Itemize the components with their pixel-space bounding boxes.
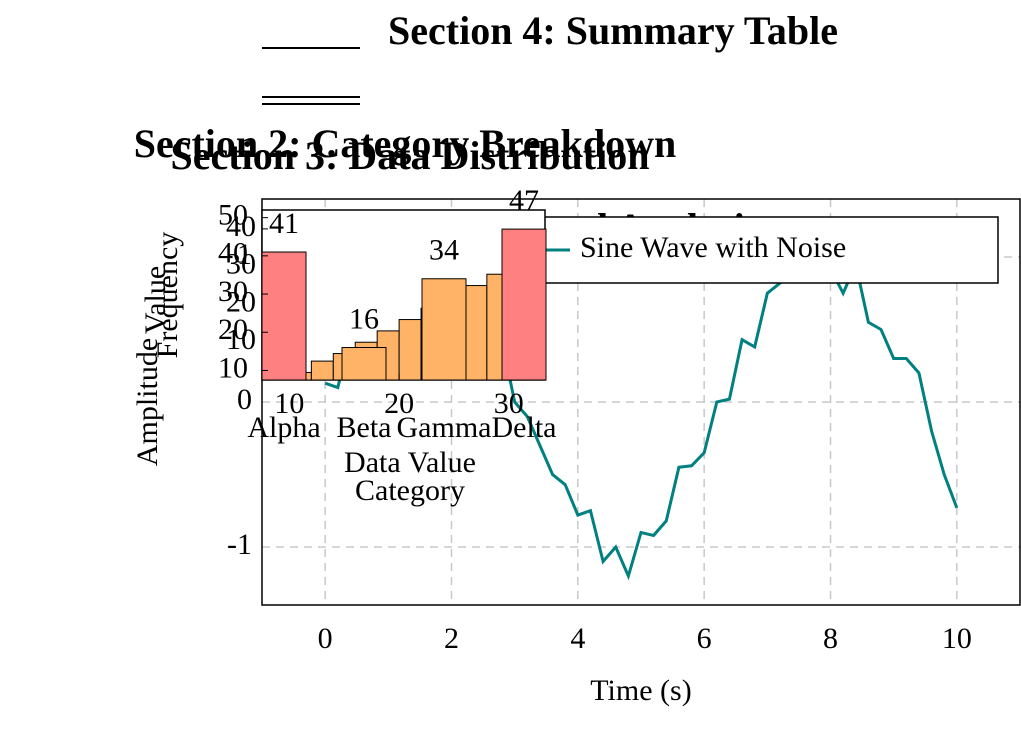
x-tick-label: 2 — [444, 622, 459, 655]
bar — [261, 251, 307, 381]
bar — [501, 228, 547, 381]
hist-bar — [464, 285, 488, 381]
x-axis-label: Data Value — [344, 446, 476, 479]
x-tick-label: 8 — [823, 622, 838, 655]
y-axis-label: Frequency — [151, 232, 184, 359]
plot-frame — [261, 198, 1021, 606]
y-tick-label: 20 — [226, 285, 256, 318]
x-axis-label: Category — [355, 474, 465, 507]
chart-title: Section 3: Data Distribution — [171, 133, 650, 178]
x-tick-label: 10 — [942, 622, 972, 655]
x-tick-label: 20 — [384, 387, 414, 420]
y-tick-label: -1 — [227, 528, 252, 561]
x-axis-label: Time (s) — [590, 674, 691, 707]
bar-value-label: 34 — [429, 234, 459, 267]
bar — [421, 278, 467, 381]
x-tick-label: Alpha — [247, 411, 320, 444]
chart-title: Section 2: Category Breakdown — [134, 121, 677, 166]
bar-value-label: 16 — [349, 302, 379, 335]
y-axis-label: Value — [139, 266, 172, 334]
x-tick-label: 4 — [570, 622, 585, 655]
bar — [341, 347, 387, 381]
y-tick-label: 50 — [218, 199, 248, 232]
x-tick-label: 6 — [697, 622, 712, 655]
x-tick-label: Delta — [492, 411, 557, 444]
y-tick-label: 1 — [237, 238, 252, 271]
y-tick-label: 20 — [218, 313, 248, 346]
y-tick-label: 30 — [218, 275, 248, 308]
y-tick-label: 40 — [218, 237, 248, 270]
y-tick-label: 10 — [218, 351, 248, 384]
hist-bar — [310, 360, 334, 381]
y-tick-label: 10 — [226, 323, 256, 356]
y-tick-label: 0 — [237, 383, 252, 416]
x-tick-label: 0 — [318, 622, 333, 655]
y-axis-label: Amplitude — [131, 338, 164, 466]
x-tick-label: 10 — [274, 387, 304, 420]
y-tick-label: 40 — [226, 210, 256, 243]
bar-value-label: 47 — [509, 184, 539, 217]
legend-label: Sine Wave with Noise — [580, 231, 846, 264]
table-title: Section 4: Summary Table — [388, 8, 838, 53]
x-tick-label: Beta — [337, 411, 392, 444]
x-tick-label: 30 — [494, 387, 524, 420]
y-tick-label: 30 — [226, 248, 256, 281]
hist-bar — [398, 319, 422, 381]
x-tick-label: Gamma — [397, 411, 492, 444]
bar-value-label: 41 — [269, 207, 299, 240]
